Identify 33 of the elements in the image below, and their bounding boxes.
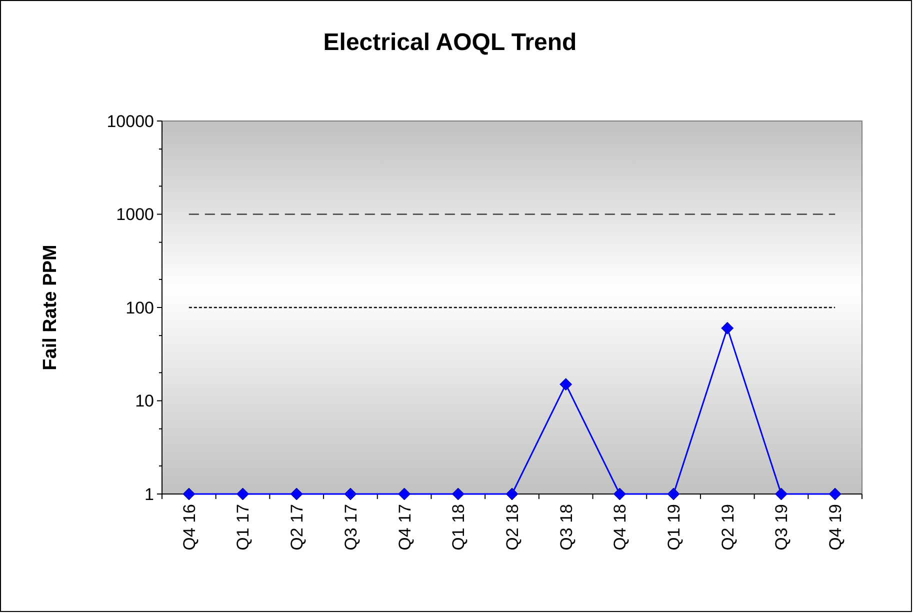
x-tick-label: Q4 18 <box>610 504 630 550</box>
x-tick-label: Q3 19 <box>772 504 792 550</box>
point <box>667 488 680 500</box>
x-tick-label: Q1 19 <box>664 504 684 550</box>
x-tick-label: Q1 17 <box>234 504 253 550</box>
x-tick-label: Q3 18 <box>556 504 576 550</box>
x-tick-label: Q2 18 <box>502 504 522 550</box>
y-tick-label: 10000 <box>106 112 154 131</box>
chart-title: Electrical AOQL Trend <box>323 29 577 56</box>
y-tick-label: 10 <box>135 392 154 411</box>
point <box>290 488 303 500</box>
x-tick-label: Q4 16 <box>180 504 199 550</box>
x-tick-label: Q4 19 <box>826 504 846 550</box>
point <box>774 488 788 500</box>
point <box>721 322 734 334</box>
y-tick-label: 1 <box>144 484 154 504</box>
point <box>398 488 411 500</box>
point <box>182 488 196 500</box>
y-tick-label: 100 <box>126 298 154 318</box>
x-tick-label: Q4 17 <box>395 504 414 550</box>
point <box>828 488 842 500</box>
x-tick-label: Q2 19 <box>718 504 738 550</box>
y-tick-label: 1000 <box>116 205 154 224</box>
point <box>236 488 250 500</box>
point <box>506 488 518 500</box>
point <box>613 488 626 500</box>
x-tick-label: Q3 17 <box>341 504 360 550</box>
y-axis-title: Fail Rate PPM <box>40 244 61 370</box>
x-tick-label: Q1 18 <box>449 504 468 550</box>
point <box>344 488 357 500</box>
point <box>452 488 464 500</box>
point <box>560 378 572 391</box>
x-tick-label: Q2 17 <box>288 504 307 550</box>
